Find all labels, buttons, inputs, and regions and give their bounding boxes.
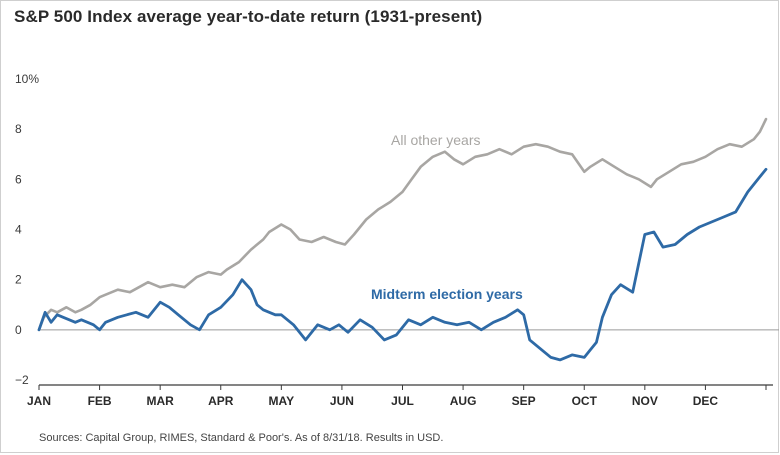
series-annotations: All other years Midterm election years [371, 132, 523, 302]
x-tick-label: DEC [693, 394, 719, 408]
source-note: Sources: Capital Group, RIMES, Standard … [39, 432, 444, 444]
x-tick-label: MAY [269, 394, 295, 408]
x-tick-label: OCT [572, 394, 598, 408]
y-tick-label: −2 [15, 373, 29, 387]
x-tick-label: NOV [632, 394, 658, 408]
y-tick-label: 8 [15, 122, 22, 136]
y-tick-label: 4 [15, 223, 22, 237]
x-axis-ticks: JAN FEB MAR APR MAY JUN JUL AUG SEP OCT NOV DEC [27, 385, 767, 408]
y-tick-label: 0 [15, 323, 22, 337]
series-lines [37, 117, 768, 362]
y-tick-label: 10% [15, 72, 39, 86]
x-tick-label: MAR [147, 394, 175, 408]
series-line-midterm-years [37, 167, 768, 362]
series-line-all-other-years [37, 117, 768, 332]
x-tick-label: JUL [391, 394, 414, 408]
y-tick-label: 6 [15, 172, 22, 186]
x-tick-label: JUN [330, 394, 354, 408]
x-tick-label: AUG [450, 394, 477, 408]
y-axis-ticks: −2 0 2 4 6 8 10% [15, 72, 39, 387]
x-tick-label: APR [208, 394, 234, 408]
annotation-all-other-years: All other years [391, 132, 480, 148]
y-tick-label: 2 [15, 273, 22, 287]
chart-title: S&P 500 Index average year-to-date retur… [14, 7, 483, 26]
x-tick-label: FEB [88, 394, 112, 408]
annotation-midterm-years: Midterm election years [371, 286, 523, 302]
x-tick-label: SEP [512, 394, 536, 408]
x-tick-label: JAN [27, 394, 51, 408]
